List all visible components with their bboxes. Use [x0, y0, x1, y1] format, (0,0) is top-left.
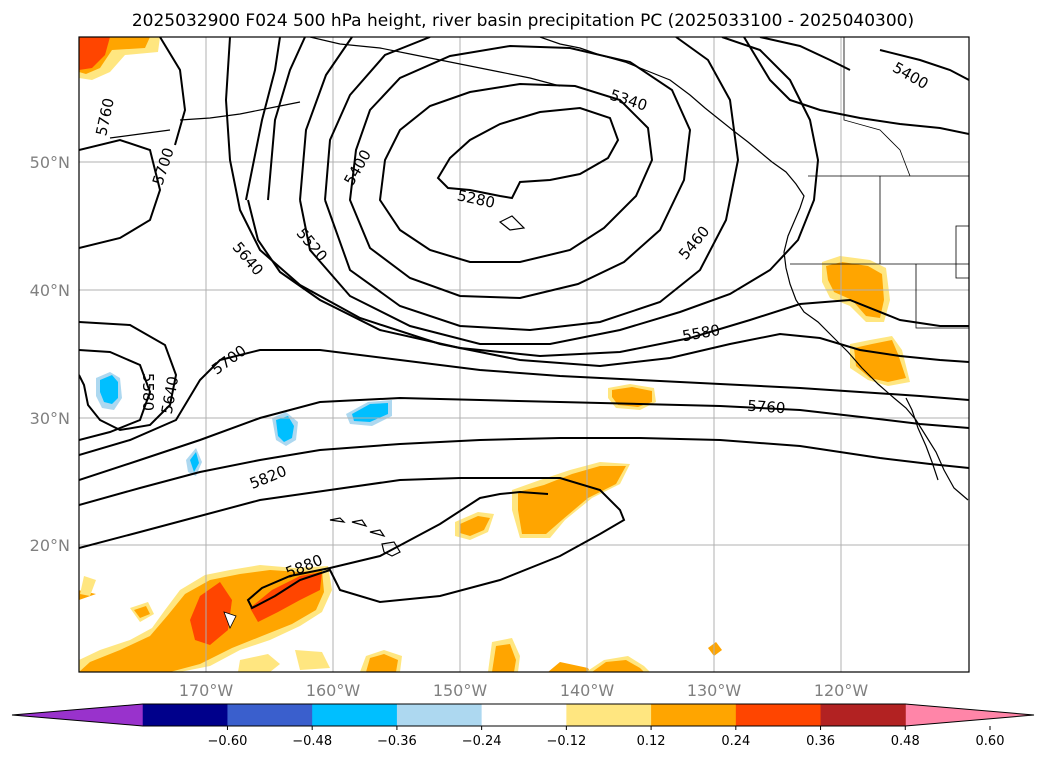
contour-label-5580-b: 5580 [139, 373, 157, 411]
colorbar-tick-label: 0.24 [721, 734, 750, 749]
colorbar-swatch [227, 704, 313, 726]
colorbar-swatch [396, 704, 483, 726]
colorbar-tick-label: −0.60 [208, 734, 248, 749]
lon-label-130w: 130°W [687, 681, 742, 700]
political-borders [790, 37, 969, 329]
colorbar-swatch [312, 704, 398, 726]
colorbar-tick-label: 0.48 [891, 734, 920, 749]
colorbar-swatch [735, 704, 822, 726]
colorbar-tick-label: −0.24 [462, 734, 502, 749]
colorbar: −0.60 −0.48 −0.36 −0.24 −0.12 0.12 0.24 0.36 0.4… [11, 703, 1035, 749]
colorbar-swatch [142, 704, 228, 726]
lon-label-170w: 170°W [179, 681, 234, 700]
colorbar-tick-label: 0.36 [806, 734, 835, 749]
colorbar-swatch [566, 704, 652, 726]
colorbar-tick-label: 0.60 [976, 734, 1005, 749]
lat-label-30n: 30°N [30, 409, 70, 428]
colorbar-tick-label: 0.12 [637, 734, 666, 749]
colorbar-swatch [820, 704, 906, 726]
colorbar-tick-label: −0.48 [292, 734, 332, 749]
longitude-labels: 170°W 160°W 150°W 140°W 130°W 120°W [179, 681, 869, 700]
lat-label-40n: 40°N [30, 281, 70, 300]
contour-label-5760-b: 5760 [747, 397, 786, 418]
graticule [79, 37, 969, 672]
lon-label-150w: 150°W [433, 681, 488, 700]
lon-label-140w: 140°W [560, 681, 615, 700]
lon-label-120w: 120°W [814, 681, 869, 700]
latitude-labels: 50°N 40°N 30°N 20°N [30, 153, 70, 555]
height-contours [79, 37, 969, 610]
colorbar-tick-label: −0.12 [546, 734, 586, 749]
colorbar-tick-label: −0.36 [377, 734, 417, 749]
colorbar-outline [11, 703, 1035, 727]
colorbar-extend-min [12, 704, 144, 726]
lat-label-20n: 20°N [30, 536, 70, 555]
map-title: 2025032900 F024 500 hPa height, river ba… [132, 11, 914, 31]
lat-label-50n: 50°N [30, 153, 70, 172]
colorbar-extend-max [904, 704, 1034, 726]
colorbar-swatch [481, 704, 567, 726]
lon-label-160w: 160°W [306, 681, 361, 700]
colorbar-swatch [651, 704, 737, 726]
map-frame [78, 36, 970, 673]
